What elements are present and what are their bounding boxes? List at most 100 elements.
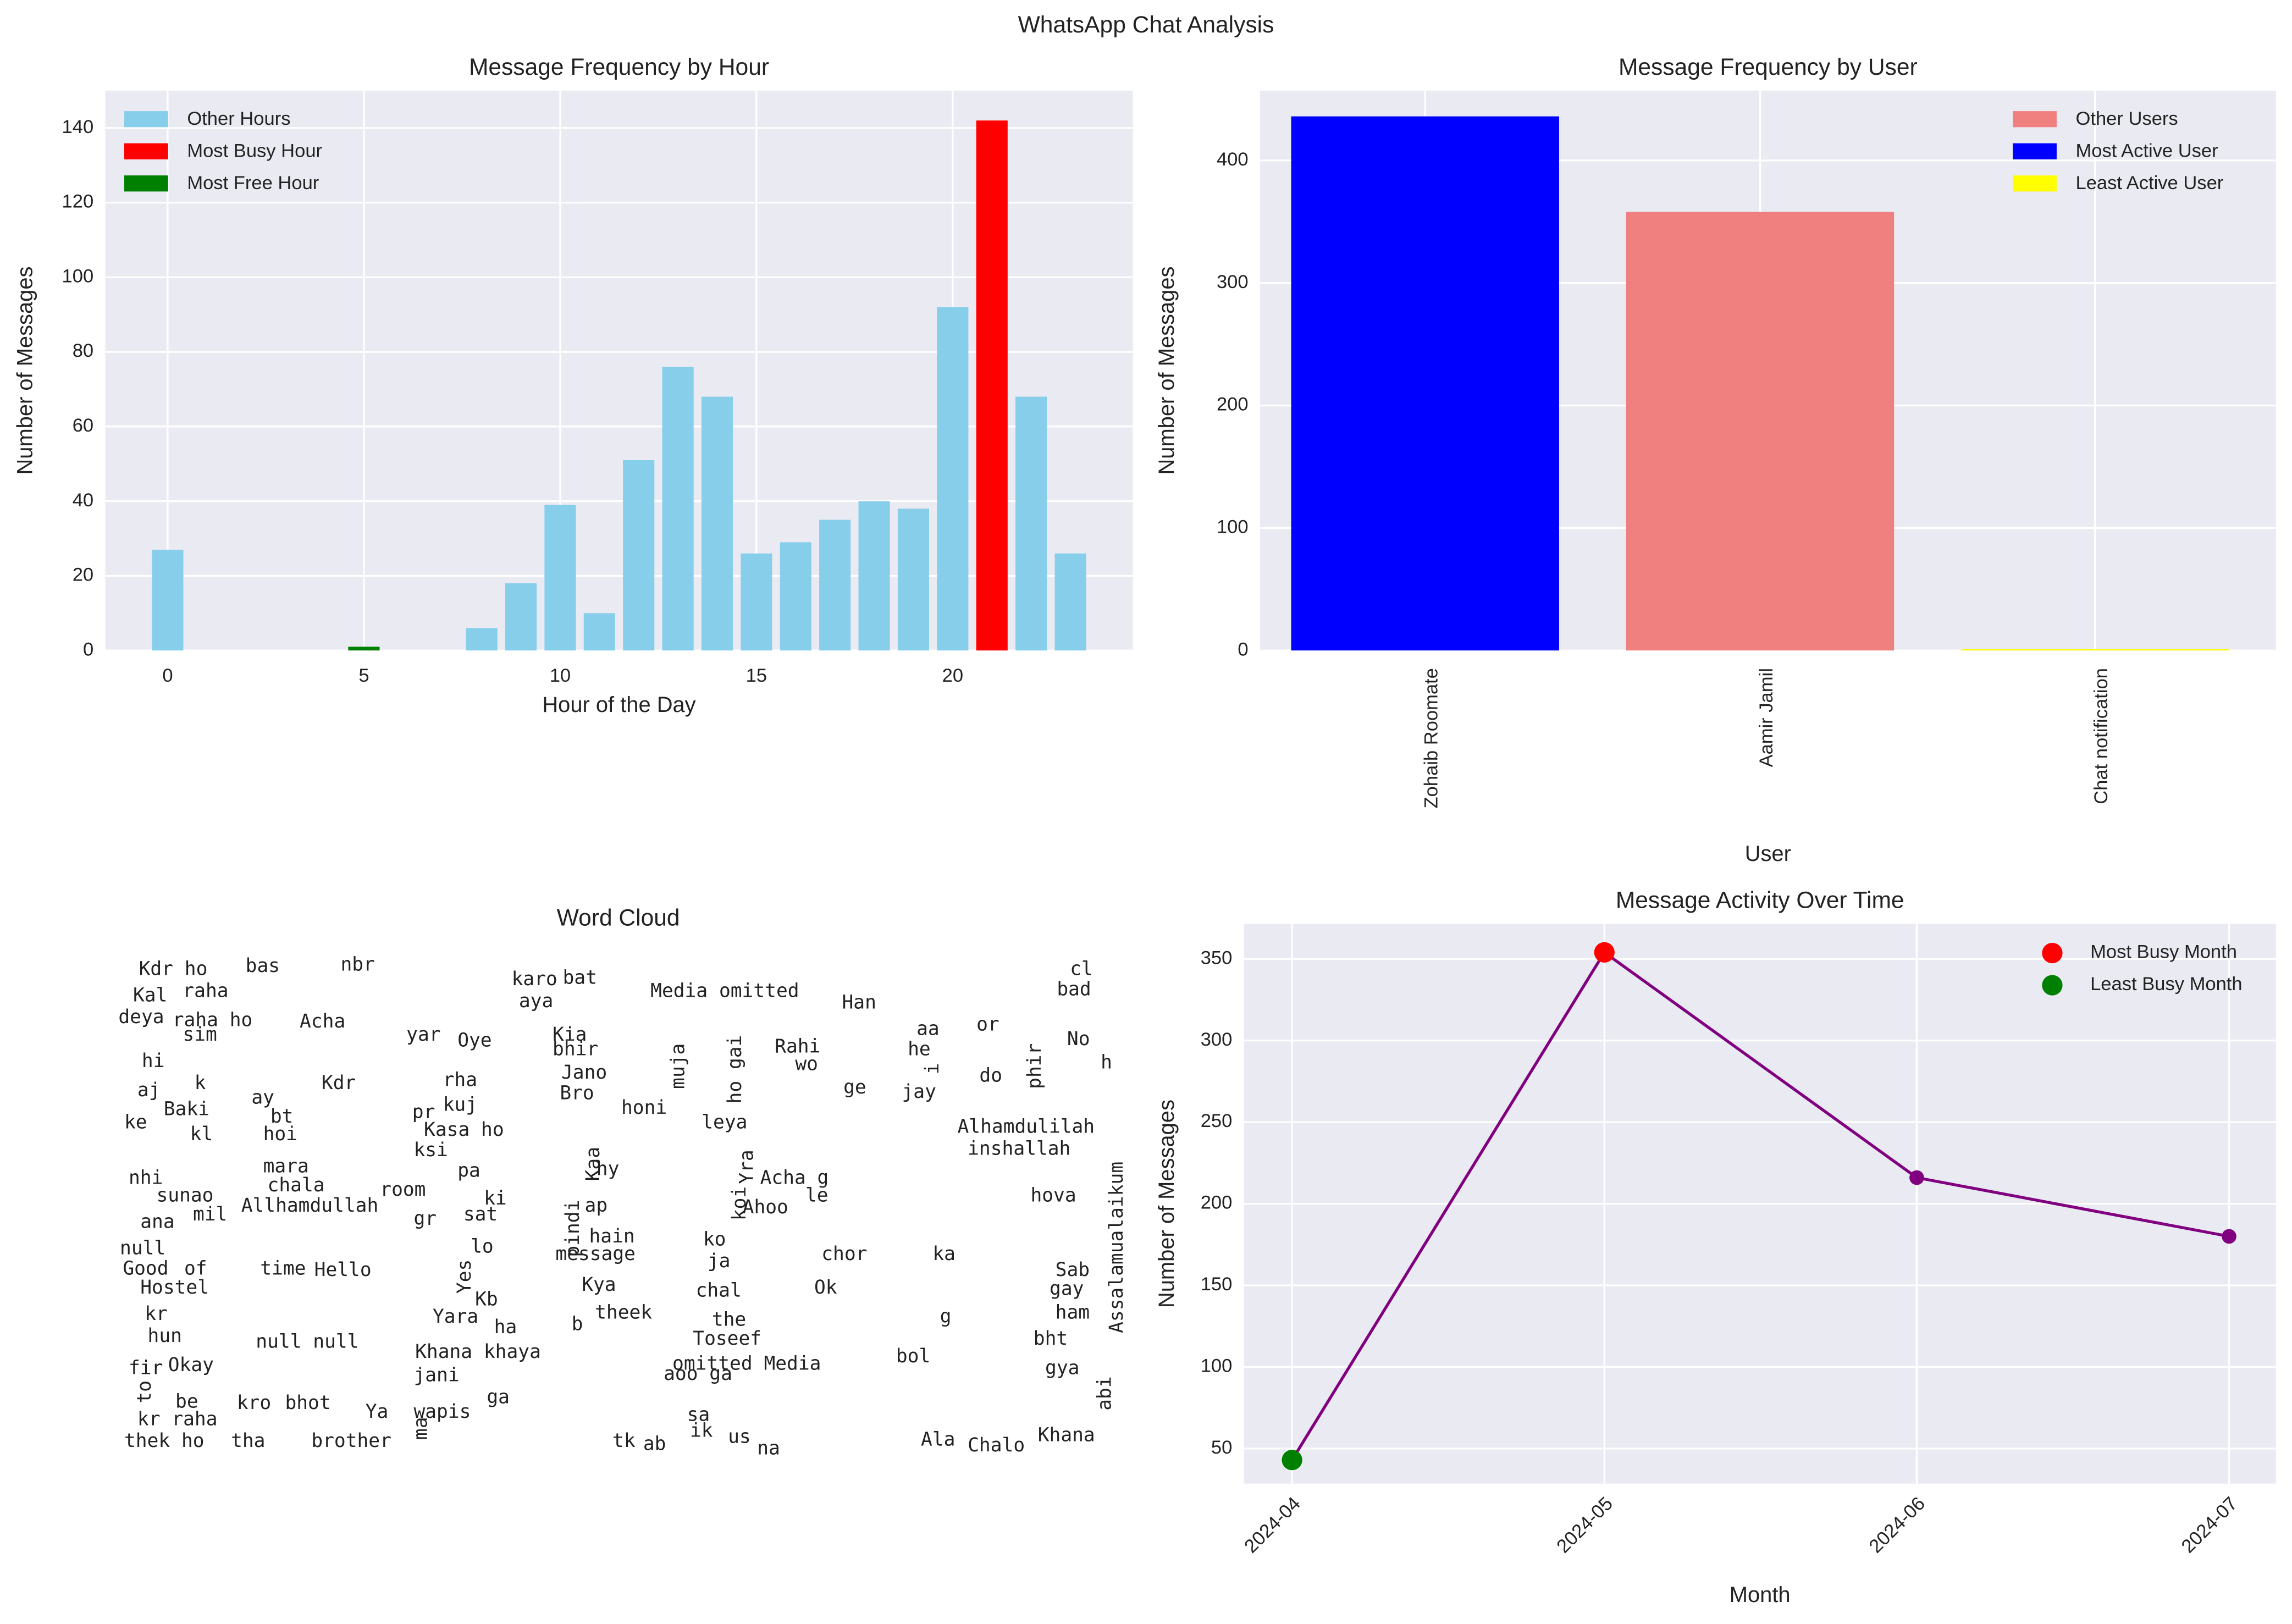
word: hova [1030, 1185, 1076, 1207]
x-tick-label: Chat notification [2091, 668, 2112, 804]
y-tick-label: 100 [1201, 1356, 1233, 1377]
word: to [134, 1380, 156, 1404]
legend-label: Most Busy Month [2090, 942, 2237, 963]
y-tick-label: 300 [1201, 1029, 1233, 1050]
word: sa [687, 1404, 710, 1426]
word: hain [589, 1225, 634, 1247]
word: aya [519, 990, 553, 1012]
bar [937, 307, 969, 651]
word: h [1101, 1052, 1112, 1074]
word: null [120, 1237, 165, 1259]
x-tick-label: 5 [358, 665, 369, 686]
word: honi [621, 1097, 667, 1119]
word: ham [1056, 1301, 1090, 1323]
word: lo [471, 1236, 494, 1258]
bar [741, 553, 772, 651]
point [1282, 1450, 1302, 1471]
bar [1015, 396, 1047, 651]
word: bht [1034, 1328, 1068, 1350]
bar [505, 583, 537, 651]
word: kuj [443, 1094, 477, 1116]
word: pr [412, 1101, 435, 1123]
word: Kasa ho [424, 1119, 504, 1141]
word: Rahi [775, 1035, 820, 1057]
word: abi [1094, 1376, 1116, 1410]
word: bat [563, 966, 597, 988]
word: Yara [433, 1306, 478, 1328]
word: chor [821, 1243, 867, 1265]
word: Media omitted [650, 980, 799, 1002]
word: ke [124, 1112, 147, 1134]
word: i [921, 1063, 943, 1074]
y-tick-label: 60 [73, 415, 93, 436]
word: tk [612, 1430, 636, 1452]
word: b [572, 1313, 583, 1335]
word: Jano [561, 1062, 607, 1084]
legend-marker [2042, 942, 2063, 964]
x-tick-label: Zohaib Roomate [1421, 668, 1442, 808]
x-tick-label: 2024-06 [1865, 1493, 1930, 1557]
word: the [712, 1309, 746, 1331]
word: Kb [475, 1288, 498, 1310]
y-tick-label: 80 [73, 340, 93, 361]
bar [662, 367, 694, 651]
word: hy [597, 1158, 620, 1180]
word: Hostel [140, 1277, 209, 1299]
legend-swatch [124, 175, 168, 192]
word: inshallah [968, 1137, 1070, 1159]
word: na [757, 1438, 780, 1460]
word: tha [231, 1430, 265, 1452]
word: ja [708, 1250, 731, 1272]
word: g [940, 1306, 952, 1328]
word: No [1067, 1028, 1090, 1050]
word: Kal [133, 984, 167, 1006]
y-tick-label: 300 [1217, 272, 1249, 292]
word: Ahoo [743, 1196, 788, 1218]
legend-label: Most Free Hour [187, 173, 319, 194]
word: or [976, 1013, 999, 1035]
word: Ya [366, 1401, 389, 1423]
word: Okay [168, 1354, 214, 1376]
word: bhot [285, 1392, 330, 1414]
word: wapis [413, 1401, 471, 1423]
word: Hello [314, 1259, 372, 1281]
y-tick-label: 0 [83, 639, 93, 660]
word: theek [595, 1301, 652, 1323]
legend-marker [2042, 975, 2063, 996]
bar [1054, 553, 1086, 651]
word: koi [728, 1186, 750, 1220]
bar [897, 509, 930, 651]
word: Ok [814, 1277, 837, 1299]
chart-title: Message Activity Over Time [1616, 887, 1904, 914]
y-tick-label: 100 [1217, 517, 1249, 538]
legend-label: Most Busy Hour [187, 141, 322, 162]
word: Chalo [968, 1434, 1025, 1456]
legend-swatch [2013, 111, 2057, 128]
word: Yes [454, 1260, 476, 1294]
word: raha [183, 980, 228, 1002]
word: rha [443, 1069, 477, 1091]
word: ko [703, 1228, 726, 1250]
word: do [979, 1065, 1002, 1087]
word: leya [702, 1112, 747, 1134]
word: yar [406, 1024, 440, 1046]
word: deya [118, 1006, 164, 1028]
word: sat [463, 1203, 498, 1225]
word: kr [145, 1303, 168, 1325]
y-tick-label: 20 [73, 565, 93, 585]
word: omitted Media [672, 1352, 821, 1374]
y-tick-label: 150 [1201, 1274, 1233, 1295]
x-tick-label: 2024-04 [1240, 1493, 1305, 1557]
word: nbr [341, 953, 375, 975]
word: bt [270, 1106, 294, 1128]
bar [819, 520, 851, 651]
word: Acha [300, 1010, 345, 1032]
word: Khana [1038, 1424, 1095, 1446]
word: gr [413, 1208, 437, 1230]
word: phir [1024, 1043, 1046, 1089]
legend-label: Other Users [2075, 108, 2178, 129]
bar [780, 542, 811, 651]
word: ha [494, 1316, 517, 1338]
word: kr raha [137, 1408, 218, 1430]
word: kro [237, 1392, 271, 1414]
